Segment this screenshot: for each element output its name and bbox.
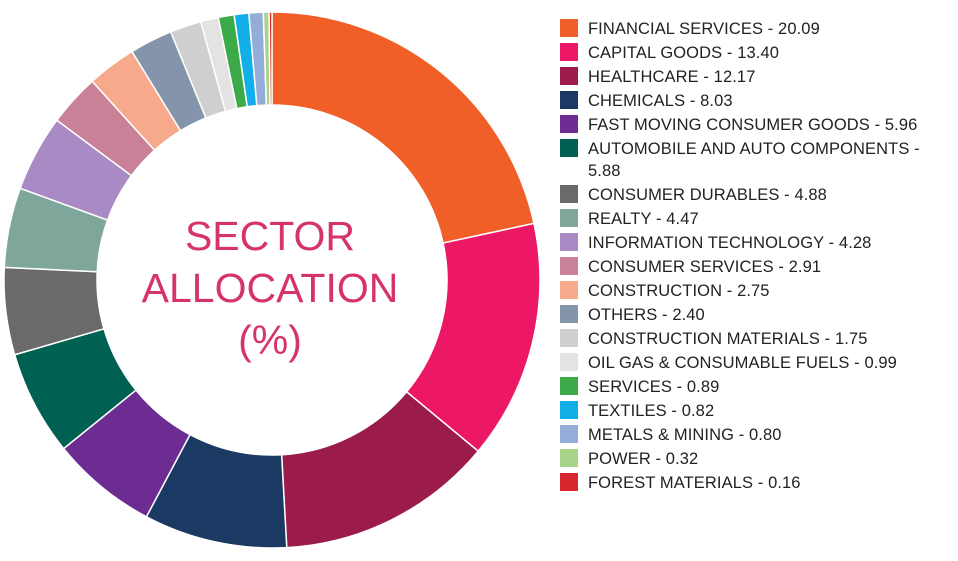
legend-item: OTHERS - 2.40 [560, 304, 955, 326]
legend-label: OTHERS - 2.40 [588, 306, 705, 324]
legend-swatch [560, 257, 578, 275]
legend-label: OIL GAS & CONSUMABLE FUELS - 0.99 [588, 354, 897, 372]
legend-swatch [560, 139, 578, 157]
legend-item: TEXTILES - 0.82 [560, 400, 955, 422]
legend-item: REALTY - 4.47 [560, 208, 955, 230]
legend-swatch [560, 329, 578, 347]
donut-slice [268, 11, 273, 106]
legend-label: CONSTRUCTION MATERIALS - 1.75 [588, 330, 868, 348]
legend-swatch [560, 115, 578, 133]
legend-item: FAST MOVING CONSUMER GOODS - 5.96 [560, 114, 955, 136]
legend-label: FAST MOVING CONSUMER GOODS - 5.96 [588, 116, 918, 134]
legend-swatch [560, 209, 578, 227]
legend-swatch [560, 425, 578, 443]
legend-item: POWER - 0.32 [560, 448, 955, 470]
chart-legend: FINANCIAL SERVICES - 20.09 CAPITAL GOODS … [560, 18, 955, 496]
chart-title-line-3: (%) [238, 317, 302, 363]
legend-item: FINANCIAL SERVICES - 20.09 [560, 18, 955, 40]
legend-swatch [560, 449, 578, 467]
legend-item: CHEMICALS - 8.03 [560, 90, 955, 112]
legend-item: CONSTRUCTION - 2.75 [560, 280, 955, 302]
legend-label: HEALTHCARE - 12.17 [588, 68, 756, 86]
legend-item: CAPITAL GOODS - 13.40 [560, 42, 955, 64]
chart-title: SECTOR ALLOCATION (%) [120, 210, 420, 366]
donut-slice [271, 11, 535, 244]
chart-title-line-2: ALLOCATION [141, 265, 399, 311]
legend-label: FOREST MATERIALS - 0.16 [588, 474, 801, 492]
legend-label: CONSUMER DURABLES - 4.88 [588, 186, 827, 204]
legend-label: CAPITAL GOODS - 13.40 [588, 44, 779, 62]
legend-label: POWER - 0.32 [588, 450, 699, 468]
legend-item: CONSTRUCTION MATERIALS - 1.75 [560, 328, 955, 350]
legend-label: METALS & MINING - 0.80 [588, 426, 782, 444]
legend-item: HEALTHCARE - 12.17 [560, 66, 955, 88]
legend-swatch [560, 67, 578, 85]
legend-swatch [560, 91, 578, 109]
legend-item: CONSUMER DURABLES - 4.88 [560, 184, 955, 206]
legend-swatch [560, 377, 578, 395]
legend-label: INFORMATION TECHNOLOGY - 4.28 [588, 234, 872, 252]
legend-label: AUTOMOBILE AND AUTO COMPONENTS - 5.88 [588, 140, 920, 180]
sector-donut-chart [3, 11, 541, 549]
legend-label: FINANCIAL SERVICES - 20.09 [588, 20, 820, 38]
legend-swatch [560, 473, 578, 491]
legend-swatch [560, 305, 578, 323]
legend-item: FOREST MATERIALS - 0.16 [560, 472, 955, 494]
legend-item: CONSUMER SERVICES - 2.91 [560, 256, 955, 278]
chart-title-line-1: SECTOR [184, 213, 356, 259]
legend-label: REALTY - 4.47 [588, 210, 699, 228]
legend-label: TEXTILES - 0.82 [588, 402, 715, 420]
legend-item: METALS & MINING - 0.80 [560, 424, 955, 446]
legend-swatch [560, 233, 578, 251]
legend-label: CONSUMER SERVICES - 2.91 [588, 258, 822, 276]
legend-swatch [560, 43, 578, 61]
legend-item: OIL GAS & CONSUMABLE FUELS - 0.99 [560, 352, 955, 374]
legend-swatch [560, 185, 578, 203]
legend-swatch [560, 401, 578, 419]
legend-swatch [560, 353, 578, 371]
legend-label: SERVICES - 0.89 [588, 378, 720, 396]
legend-label: CONSTRUCTION - 2.75 [588, 282, 770, 300]
legend-swatch [560, 281, 578, 299]
legend-item: SERVICES - 0.89 [560, 376, 955, 398]
legend-item: INFORMATION TECHNOLOGY - 4.28 [560, 232, 955, 254]
legend-label: CHEMICALS - 8.03 [588, 92, 733, 110]
legend-item: AUTOMOBILE AND AUTO COMPONENTS - 5.88 [560, 138, 955, 182]
legend-swatch [560, 19, 578, 37]
